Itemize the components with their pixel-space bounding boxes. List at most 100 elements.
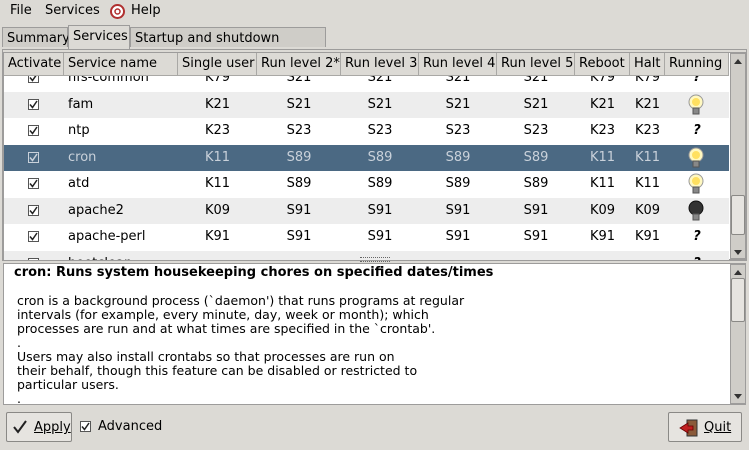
check (29, 179, 38, 188)
runlevel-cell: S23 (286, 123, 312, 138)
runlevel-cell: K09 (634, 202, 661, 218)
activate-checkbox[interactable] (28, 204, 39, 216)
runlevel-cell: K21 (589, 96, 616, 112)
service-name: apache-perl (68, 229, 146, 244)
table-row[interactable]: fam K21 S21 S21 S21 S21 K21 K21 (4, 91, 729, 118)
column-header: Run level 3 (341, 53, 419, 76)
menu-services[interactable]: Services (45, 3, 100, 18)
activate-checkbox[interactable] (28, 257, 39, 260)
runlevel-cell: K11 (204, 149, 231, 165)
runlevel-cell: S89 (367, 176, 393, 191)
running-status: ? (693, 229, 701, 244)
runlevel-cell: S21 (523, 96, 549, 112)
icon-part (692, 186, 700, 194)
runlevel-cell: K11 (589, 176, 616, 191)
runlevel-cell: K11 (634, 176, 661, 191)
tab-summary[interactable]: Summary (2, 27, 70, 47)
runlevel-cell: K79 (634, 76, 661, 85)
column-header: Run level 5 (497, 53, 575, 76)
runlevel-cell: K79 (589, 76, 616, 85)
runlevel-cell: S89 (523, 149, 549, 165)
table-row[interactable]: ntp K23 S23 S23 S23 S23 K23 K23? (4, 118, 729, 144)
table-row[interactable]: cron K11 S89 S89 S89 S89 K11 K11 (4, 144, 729, 171)
runlevel-cell: --- (497, 256, 575, 261)
service-name: apache2 (68, 202, 124, 218)
runlevel-cell: S91 (523, 202, 549, 218)
table-row[interactable]: apache2 K09 S91 S91 S91 S91 K09 K09 (4, 197, 729, 224)
column-header: Run level 2* (257, 53, 341, 76)
icon-part (692, 97, 700, 106)
activate-checkbox[interactable] (28, 76, 39, 83)
menu-bar: File Services Help (0, 0, 749, 23)
runlevel-cell: S21 (367, 96, 393, 112)
description-scroll-thumb[interactable] (731, 278, 745, 322)
icon-part (688, 200, 704, 215)
column-header: Run level 4 (419, 53, 497, 76)
icon-part (692, 107, 700, 114)
service-name: ntp (68, 123, 90, 138)
apply-button[interactable]: Apply (6, 412, 72, 442)
activate-checkbox[interactable] (28, 125, 39, 136)
status-icon (688, 94, 704, 114)
activate-checkbox[interactable] (28, 98, 39, 110)
advanced-checkbox[interactable] (80, 421, 91, 432)
menu-file[interactable]: File (10, 3, 32, 18)
column-header: Activate (4, 53, 64, 76)
running-status: ? (665, 256, 729, 261)
runlevel-cell: S89 (445, 149, 471, 165)
activate-checkbox[interactable] (28, 151, 39, 163)
column-header: Service name (64, 53, 178, 76)
runlevel-cell: K23 (589, 123, 616, 138)
running-status: ? (693, 123, 701, 138)
runlevel-cell: S91 (286, 202, 312, 218)
service-name: nfs-common (68, 76, 149, 85)
description-title: cron: Runs system housekeeping chores on… (14, 265, 494, 280)
desc-scroll-arrows (734, 270, 742, 399)
runlevel-cell: K09 (589, 202, 616, 218)
runlevel-cell: S89 (523, 176, 549, 191)
runlevel-cell: S89 (286, 176, 312, 191)
running-status: ? (693, 76, 701, 85)
runlevel-cell: S21 (445, 76, 471, 85)
activate-checkbox[interactable] (28, 231, 39, 242)
runlevel-cell: S89 (445, 176, 471, 191)
status-icon (688, 147, 704, 167)
description-line: cron is a background process (`daemon') … (17, 293, 465, 308)
runlevel-cell: S23 (445, 123, 471, 138)
icon-part (29, 100, 38, 109)
description-line: processes are run and at what times are … (17, 321, 436, 336)
check (29, 153, 38, 162)
status-icon (688, 200, 704, 220)
table-row[interactable]: nfs-common K79 S21 S21 S21 S21 K79 K79? (4, 76, 729, 91)
description-line: particular users. (17, 377, 119, 392)
apply-label: Apply (34, 420, 71, 435)
quit-button[interactable]: Quit (668, 412, 742, 442)
table-scroll-thumb[interactable] (731, 195, 745, 235)
quit-label: Quit (704, 420, 732, 435)
description-line: intervals (for example, every minute, da… (17, 307, 429, 322)
runlevel-cell: S91 (523, 229, 549, 244)
status-icon (688, 173, 704, 194)
table-body: nfs-common K79 S21 S21 S21 S21 K79 K79? fam K21 S2… (4, 76, 729, 260)
check (29, 206, 38, 215)
runlevel-cell: S89 (367, 149, 393, 165)
runlevel-cell: K23 (204, 123, 231, 138)
service-name: bootclean (68, 256, 132, 261)
runlevel-cell: --- (257, 256, 341, 261)
runlevel-cell: K79 (204, 76, 231, 85)
pane-handle[interactable] (360, 257, 390, 262)
quit-icon (679, 419, 698, 437)
runlevel-cell: K09 (204, 202, 231, 218)
activate-checkbox[interactable] (28, 178, 39, 189)
table-row[interactable]: atd K11 S89 S89 S89 S89 K11 K11 (4, 171, 729, 197)
check (81, 422, 90, 431)
tab-scripts[interactable]: Startup and shutdown scripts (130, 27, 326, 63)
description-line: Users may also install crontabs so that … (17, 349, 395, 364)
check (29, 100, 38, 109)
runlevel-cell: --- (178, 256, 257, 261)
menu-help[interactable]: Help (131, 3, 161, 18)
runlevel-cell: S21 (523, 76, 549, 85)
table-row[interactable]: apache-perl K91 S91 S91 S91 S91 K91 K91? (4, 224, 729, 250)
tab-services[interactable]: Services (68, 25, 130, 49)
